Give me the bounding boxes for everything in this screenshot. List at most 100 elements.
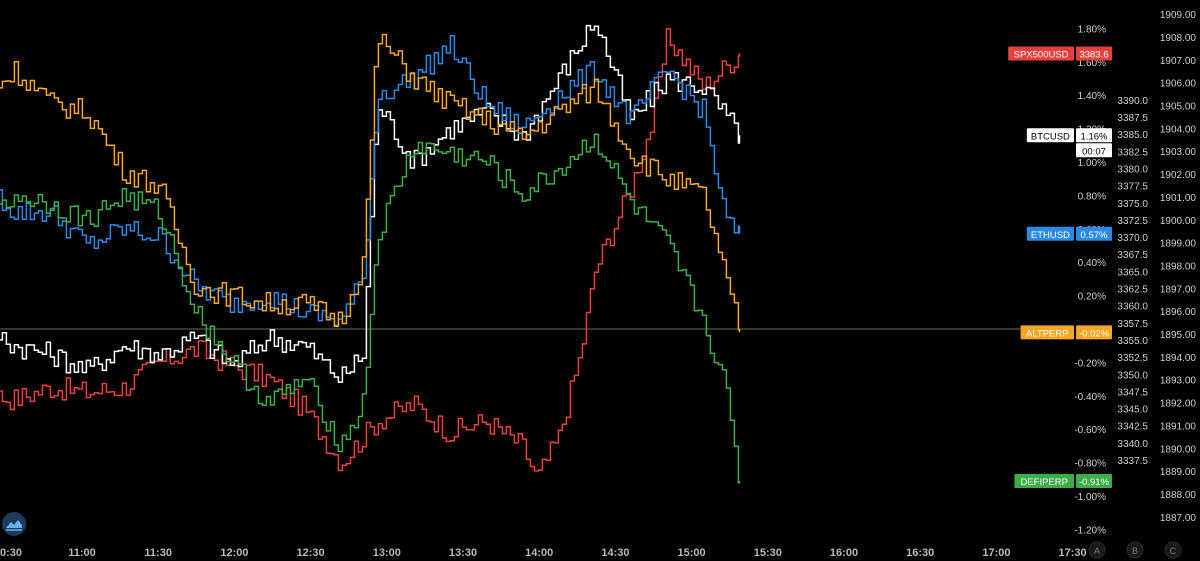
- series-countdown-badge: [1076, 143, 1112, 158]
- series-line-btcusd: [0, 24, 741, 383]
- x-tick-label: 14:00: [525, 547, 553, 559]
- percent-tick-label: 0.20%: [1078, 292, 1106, 303]
- x-tick-label: 15:30: [754, 547, 782, 559]
- eth-price-axis: 1909.00 1908.00 1907.00 1906.00 1905.00 1904.…: [1160, 10, 1197, 524]
- percent-tick-label: -0.80%: [1074, 459, 1106, 470]
- eth-tick-label: 1906.00: [1160, 79, 1197, 90]
- eth-tick-label: 1901.00: [1160, 193, 1197, 204]
- x-tick-label: 0:30: [0, 547, 22, 559]
- eth-tick-label: 1900.00: [1160, 216, 1197, 227]
- eth-tick-label: 1902.00: [1160, 170, 1197, 181]
- percent-tick-label: 1.40%: [1078, 91, 1106, 102]
- percent-axis: 1.80%1.60%1.40%1.20%1.00%0.80%0.60%0.40%…: [1074, 24, 1106, 536]
- series-lines: [0, 24, 1030, 484]
- percent-tick-label: -1.20%: [1074, 525, 1106, 536]
- series-name-badge: [1026, 226, 1074, 241]
- bottom-buttons: A B C: [1088, 541, 1182, 559]
- series-value-label: -0.02%: [1079, 328, 1110, 339]
- spx-tick-label: 3370.0: [1117, 233, 1148, 244]
- eth-tick-label: 1907.00: [1160, 56, 1197, 67]
- series-value-badge: [1076, 46, 1112, 61]
- spx-tick-label: 3355.0: [1117, 336, 1148, 347]
- series-line-altperp: [0, 33, 741, 333]
- series-line-spx500usd: [0, 28, 741, 472]
- eth-tick-label: 1888.00: [1160, 490, 1197, 501]
- eth-tick-label: 1908.00: [1160, 33, 1197, 44]
- eth-tick-label: 1890.00: [1160, 444, 1197, 455]
- eth-tick-label: 1887.00: [1160, 513, 1197, 524]
- scale-button-label: B: [1132, 546, 1138, 556]
- percent-tick-label: 1.60%: [1078, 58, 1106, 69]
- percent-tick-label: 0.40%: [1078, 258, 1106, 269]
- spx-tick-label: 3375.0: [1117, 199, 1148, 210]
- percent-tick-label: 1.00%: [1078, 158, 1106, 169]
- spx-tick-label: 3385.0: [1117, 130, 1148, 141]
- x-tick-label: 11:30: [144, 547, 172, 559]
- eth-tick-label: 1891.00: [1160, 421, 1197, 432]
- x-tick-label: 17:30: [1059, 547, 1087, 559]
- spx-tick-label: 3337.5: [1117, 456, 1148, 467]
- series-name-label: BTCUSD: [1031, 131, 1070, 142]
- spx-price-axis: 3390.0 3387.5 3385.0 3382.5 3380.0 3377.5 3375…: [1117, 96, 1148, 467]
- x-tick-label: 16:00: [830, 547, 858, 559]
- spx-tick-label: 3347.5: [1117, 387, 1148, 398]
- spx-tick-label: 3340.0: [1117, 439, 1148, 450]
- eth-tick-label: 1898.00: [1160, 261, 1197, 272]
- series-value-badge: [1076, 473, 1112, 488]
- x-tick-label: 17:00: [982, 547, 1010, 559]
- series-name-badge: [1026, 128, 1074, 143]
- spx-tick-label: 3360.0: [1117, 302, 1148, 313]
- series-value-label: 0.57%: [1081, 230, 1108, 241]
- percent-tick-label: 0.80%: [1078, 191, 1106, 202]
- x-tick-label: 16:30: [906, 547, 934, 559]
- spx-tick-label: 3357.5: [1117, 319, 1148, 330]
- eth-tick-label: 1897.00: [1160, 284, 1197, 295]
- series-value-label: -0.91%: [1079, 477, 1110, 488]
- percent-tick-label: -1.00%: [1074, 492, 1106, 503]
- x-tick-label: 13:00: [373, 547, 401, 559]
- series-name-label: SPX500USD: [1014, 49, 1069, 60]
- spx-tick-label: 3345.0: [1117, 405, 1148, 416]
- eth-tick-label: 1904.00: [1160, 124, 1197, 135]
- series-name-badge: [1014, 473, 1074, 488]
- spx-tick-label: 3380.0: [1117, 164, 1148, 175]
- eth-tick-label: 1895.00: [1160, 330, 1197, 341]
- series-name-label: ETHUSD: [1031, 230, 1070, 241]
- tradingview-logo-icon[interactable]: [2, 512, 26, 536]
- series-value-badge: [1076, 128, 1112, 143]
- x-tick-label: 13:30: [449, 547, 477, 559]
- series-name-badge: [1020, 325, 1074, 340]
- scale-button-label: A: [1094, 546, 1100, 556]
- spx-tick-label: 3367.5: [1117, 250, 1148, 261]
- eth-tick-label: 1896.00: [1160, 307, 1197, 318]
- percent-tick-label: -0.40%: [1074, 392, 1106, 403]
- series-line-defiperp: [0, 133, 741, 484]
- eth-tick-label: 1909.00: [1160, 10, 1197, 21]
- x-tick-label: 15:00: [678, 547, 706, 559]
- series-badges: SPX500USD 3383.6 BTCUSD 1.16% 00:07 ETHUSD 0.5…: [1008, 46, 1112, 488]
- x-tick-label: 12:30: [297, 547, 325, 559]
- percent-tick-label: -0.60%: [1074, 425, 1106, 436]
- scale-button-c[interactable]: [1164, 541, 1182, 559]
- scale-button-a[interactable]: [1088, 541, 1106, 559]
- eth-tick-label: 1905.00: [1160, 102, 1197, 113]
- series-name-label: DEFIPERP: [1020, 477, 1068, 488]
- series-value-label: 3383.6: [1079, 49, 1108, 60]
- series-name-badge: [1008, 46, 1074, 61]
- eth-tick-label: 1899.00: [1160, 239, 1197, 250]
- scale-button-b[interactable]: [1126, 541, 1144, 559]
- spx-tick-label: 3350.0: [1117, 370, 1148, 381]
- series-value-label: 1.16%: [1081, 131, 1108, 142]
- x-tick-label: 12:00: [220, 547, 248, 559]
- percent-tick-label: -0.20%: [1074, 358, 1106, 369]
- percent-tick-label: 1.80%: [1078, 24, 1106, 35]
- spx-tick-label: 3365.0: [1117, 267, 1148, 278]
- x-tick-label: 11:00: [68, 547, 96, 559]
- eth-tick-label: 1889.00: [1160, 467, 1197, 478]
- spx-tick-label: 3382.5: [1117, 147, 1148, 158]
- spx-tick-label: 3377.5: [1117, 182, 1148, 193]
- series-line-ethusd: [0, 35, 741, 327]
- spx-tick-label: 3390.0: [1117, 96, 1148, 107]
